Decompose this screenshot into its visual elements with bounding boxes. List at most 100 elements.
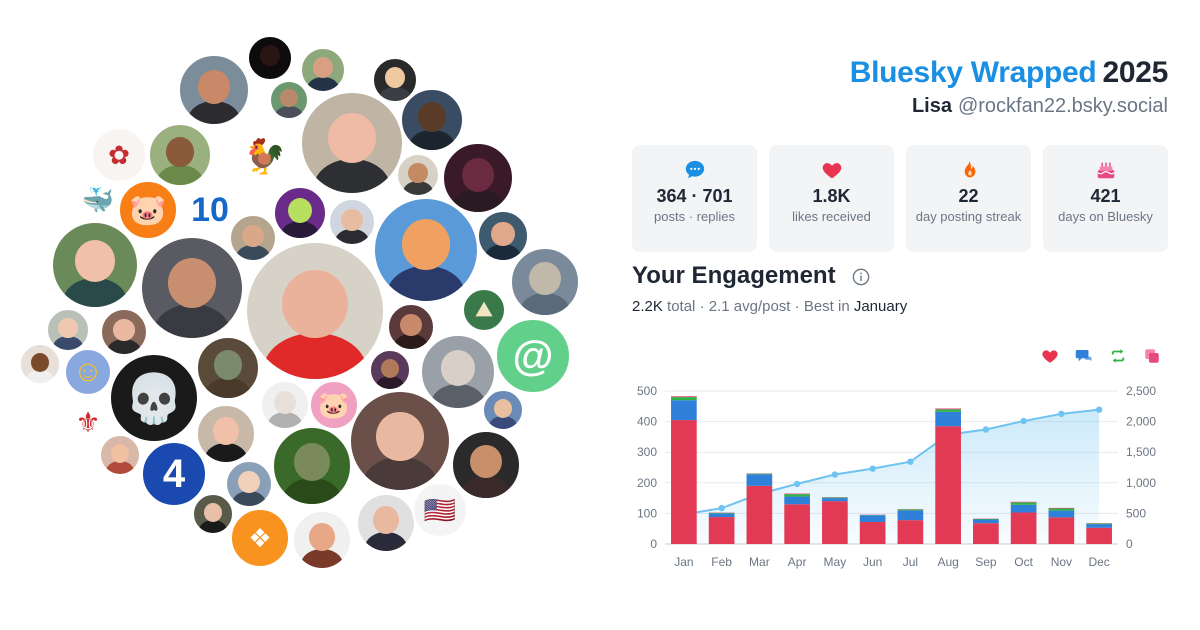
avatar-logo[interactable]: 🐷 [118,180,178,240]
bar-segment [1010,512,1037,544]
avatar[interactable] [247,35,293,81]
avatar-logo[interactable]: ❖ [230,508,290,568]
avatar-logo[interactable]: ⛰ [462,288,506,332]
heart-icon[interactable] [1041,347,1059,365]
avatar-figure [267,412,303,428]
avatar-face [417,102,447,132]
stat-card-likes: 1.8K likes received [769,145,894,252]
cake-icon [1043,159,1168,181]
avatar[interactable] [373,197,479,303]
x-tick-label: Nov [1051,555,1072,569]
engagement-title: Your Engagement [632,262,836,289]
avatar-figure [198,520,228,533]
avatar[interactable] [269,80,309,120]
avatar-logo[interactable]: ✿ [91,127,147,183]
y-tick-label-left: 100 [637,506,657,520]
avatar[interactable] [178,54,250,126]
cumulative-area [683,409,1100,544]
bar-segment [973,523,999,544]
avatar-figure [157,164,203,185]
avatar[interactable] [192,493,234,535]
avatar-logo[interactable]: 🐷 [309,380,359,430]
quote-icon[interactable] [1143,347,1161,365]
avatar[interactable] [349,390,451,492]
avatar-figure [394,334,428,349]
avatar[interactable] [229,214,277,262]
avatar[interactable] [356,493,416,553]
x-tick-label: Sep [975,555,997,569]
avatar[interactable] [400,88,464,152]
avatar-figure [488,416,518,429]
avatar[interactable] [442,142,514,214]
avatar-logo[interactable]: 🐓 [233,125,297,189]
x-tick-label: Aug [937,555,958,569]
avatar-face [372,506,400,535]
avatar[interactable] [196,404,256,464]
avatar[interactable] [100,308,148,356]
avatar-logo[interactable]: ⚜ [69,403,107,441]
bar-segment [935,409,961,412]
avatar[interactable] [225,460,273,508]
avatar-face [242,224,264,247]
avatar[interactable] [396,153,440,197]
avatar-figure [154,304,230,338]
avatar-figure [300,548,344,568]
avatar[interactable] [420,334,496,410]
repost-icon[interactable] [1109,347,1127,365]
avatar-logo[interactable]: 💀 [109,353,199,443]
avatar-face [212,417,240,446]
cumulative-point [793,480,801,488]
avatar-figure [281,221,319,238]
user-handle: @rockfan22.bsky.social [957,95,1168,117]
avatar-figure [387,266,465,301]
avatar[interactable] [19,343,61,385]
avatar[interactable] [99,434,141,476]
avatar[interactable] [477,210,529,262]
avatar-figure [107,339,141,354]
info-icon[interactable] [852,268,870,286]
avatar[interactable] [300,47,346,93]
avatar[interactable] [482,389,524,431]
avatar[interactable] [140,236,244,340]
avatar[interactable] [46,308,90,352]
avatar-logo[interactable]: @ [495,318,571,394]
avatar[interactable] [387,303,435,351]
avatar-logo[interactable]: 4 [141,441,207,507]
avatar[interactable] [300,91,404,195]
avatar-face [288,198,312,223]
bar-segment [784,496,810,505]
avatar[interactable] [196,336,260,400]
avatar-figure [452,188,504,212]
x-tick-label: Dec [1088,555,1109,569]
avatar[interactable] [245,241,385,381]
reply-icon[interactable] [1075,347,1093,365]
x-tick-label: May [824,555,847,569]
avatar-face [280,89,298,108]
avatar[interactable] [372,57,418,103]
bar-segment [1086,524,1112,528]
avatar[interactable] [273,186,327,240]
bar-segment [1010,502,1037,505]
avatar[interactable] [451,430,521,500]
avatar[interactable] [510,247,580,317]
x-tick-label: Feb [711,555,732,569]
avatar[interactable] [260,380,310,430]
avatar[interactable] [272,426,352,506]
avatar-logo[interactable]: ☺ [64,348,112,396]
avatar[interactable] [328,198,376,246]
avatar-logo[interactable]: 🐳 [78,180,118,220]
avatar[interactable] [148,123,212,187]
avatar-face [30,352,50,372]
bar-segment [897,520,924,544]
bar-segment [973,518,999,520]
avatar-face [165,137,195,167]
avatar-face [168,258,216,308]
stat-label: days on Bluesky [1058,209,1153,224]
avatar-logo-glyph: 🇺🇸 [423,494,457,525]
avatar[interactable] [51,221,139,309]
avatar[interactable] [369,349,411,391]
avatar-logo[interactable]: 🇺🇸 [412,482,468,538]
bar-segment [897,510,924,521]
avatar[interactable] [292,510,352,570]
y-tick-label-right: 1,000 [1126,476,1156,490]
